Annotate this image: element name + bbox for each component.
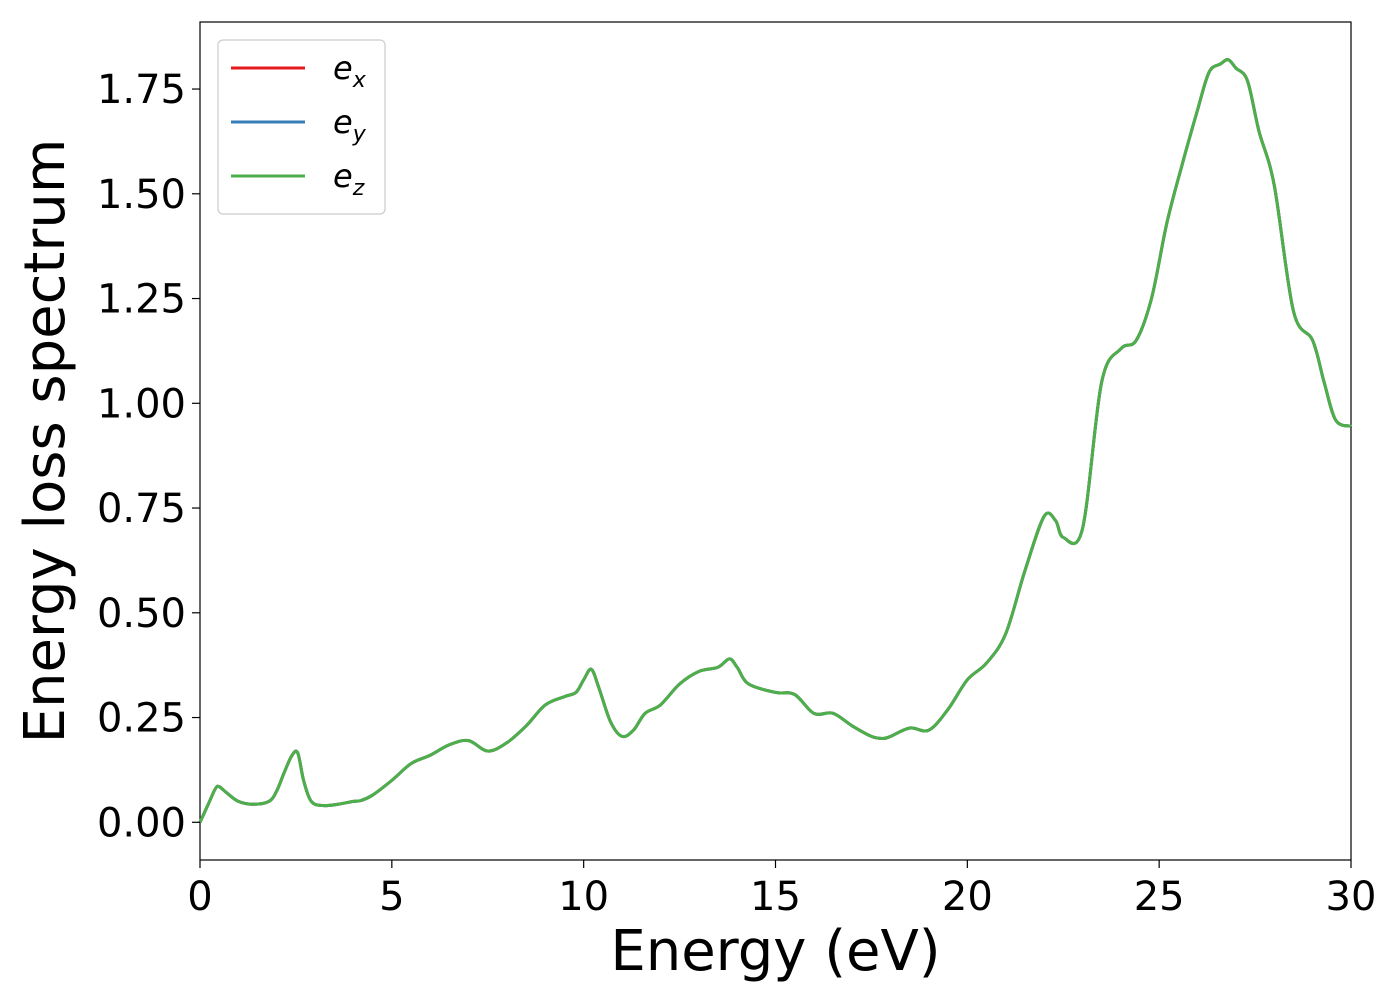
y-axis-ticks: 0.00 0.25 0.50 0.75 1.00 1.25 1.50 1.75 — [97, 67, 200, 846]
y-tick-label: 0.50 — [97, 591, 186, 637]
series-line-ez — [198, 58, 1352, 823]
y-axis-label: Energy loss spectrum — [13, 139, 78, 744]
legend-label: ey — [333, 103, 367, 147]
x-axis-label: Energy (eV) — [610, 919, 940, 984]
x-tick-label: 25 — [1134, 874, 1185, 920]
x-tick-label: 10 — [558, 874, 609, 920]
y-tick-label: 1.25 — [97, 277, 186, 323]
y-tick-label: 1.50 — [97, 172, 186, 218]
x-tick-label: 0 — [187, 874, 212, 920]
y-tick-label: 0.00 — [97, 800, 186, 846]
y-tick-label: 1.00 — [97, 381, 186, 427]
series-layer — [198, 58, 1352, 823]
y-tick-label: 0.75 — [97, 486, 186, 532]
x-axis-ticks: 0 5 10 15 20 25 30 — [187, 860, 1376, 920]
legend: ex ey ez — [217, 39, 386, 215]
x-tick-label: 20 — [942, 874, 993, 920]
x-tick-label: 5 — [379, 874, 404, 920]
legend-label: ez — [333, 157, 365, 201]
y-tick-label: 1.75 — [97, 67, 186, 113]
x-tick-label: 15 — [750, 874, 801, 920]
legend-box — [217, 39, 386, 215]
legend-label: ex — [333, 49, 367, 93]
x-tick-label: 30 — [1326, 874, 1377, 920]
y-tick-label: 0.25 — [97, 696, 186, 742]
